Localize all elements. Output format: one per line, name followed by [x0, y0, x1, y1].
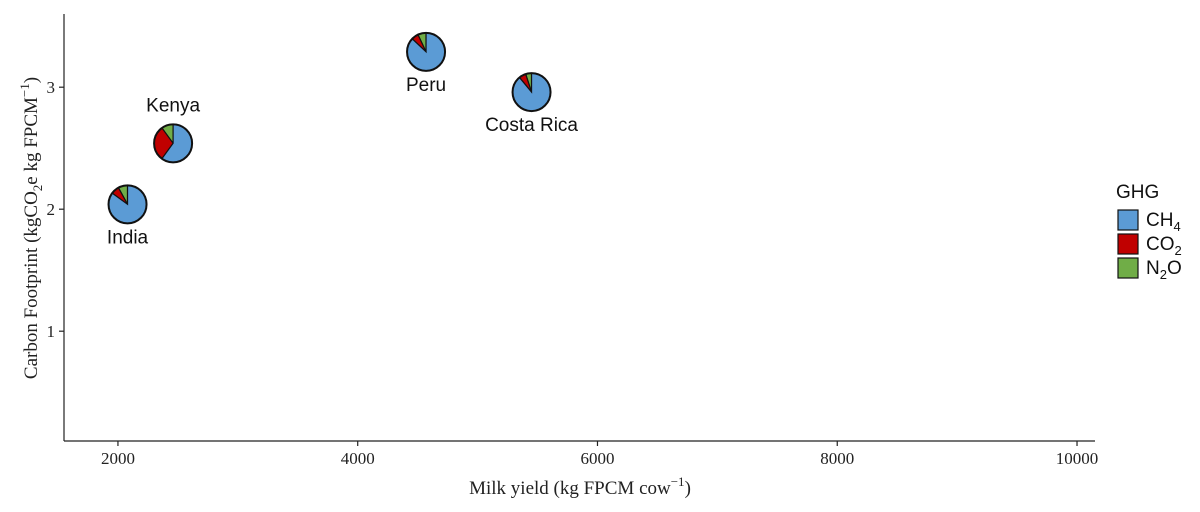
legend-label: CO2 [1146, 234, 1182, 258]
pie-outline [511, 72, 552, 113]
x-tick-label: 2000 [101, 449, 135, 468]
pie-outline [406, 31, 447, 72]
pie-point: Kenya [146, 95, 200, 164]
x-tick-label: 10000 [1056, 449, 1099, 468]
point-label: India [107, 227, 149, 248]
y-tick-label: 2 [47, 200, 56, 219]
pie-points: India Kenya Peru Costa Rica [107, 31, 578, 248]
x-axis-title: Milk yield (kg FPCM cow−1) [469, 474, 691, 499]
legend-title: GHG [1116, 182, 1159, 203]
legend-swatch [1117, 233, 1139, 255]
legend-label: N2O [1146, 258, 1182, 282]
legend-swatch [1117, 257, 1139, 279]
y-axis-title: Carbon Footprint (kgCO2e kg FPCM−1) [17, 77, 45, 379]
legend-label: CH4 [1146, 210, 1181, 234]
y-tick-label: 3 [47, 78, 56, 97]
pie-point: Costa Rica [485, 72, 578, 136]
pie-outline [153, 123, 194, 164]
legend-swatch [1117, 209, 1139, 231]
pie-point: India [107, 184, 149, 248]
pie-outline [107, 184, 148, 225]
x-tick-label: 8000 [820, 449, 854, 468]
point-label: Kenya [146, 95, 200, 116]
point-label: Peru [406, 75, 446, 96]
x-tick-label: 4000 [341, 449, 375, 468]
x-tick-label: 6000 [580, 449, 614, 468]
pie-point: Peru [406, 31, 447, 96]
y-tick-label: 1 [47, 322, 56, 341]
axes: 2000 4000 6000 8000 10000 1 2 3 [47, 14, 1099, 468]
point-label: Costa Rica [485, 115, 578, 136]
